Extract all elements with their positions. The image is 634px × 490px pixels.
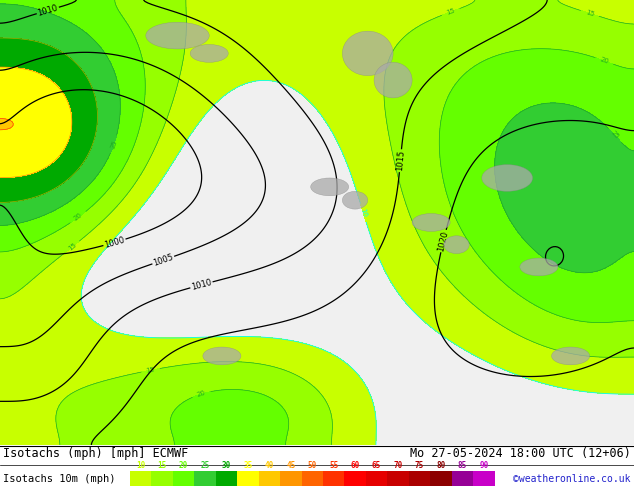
Text: 20: 20 bbox=[197, 390, 207, 398]
Text: 45: 45 bbox=[286, 461, 295, 470]
Text: 1005: 1005 bbox=[152, 252, 174, 268]
Ellipse shape bbox=[342, 191, 368, 209]
Text: 1015: 1015 bbox=[395, 150, 406, 172]
Text: 10: 10 bbox=[136, 461, 145, 470]
Bar bbox=[237, 470, 259, 486]
Text: 10: 10 bbox=[359, 208, 368, 218]
Bar bbox=[302, 470, 323, 486]
Bar bbox=[194, 470, 216, 486]
Bar bbox=[366, 470, 387, 486]
Bar bbox=[430, 470, 451, 486]
Text: 85: 85 bbox=[458, 461, 467, 470]
Text: 35: 35 bbox=[243, 461, 252, 470]
Text: Isotachs 10m (mph): Isotachs 10m (mph) bbox=[3, 474, 115, 484]
Bar bbox=[152, 470, 173, 486]
Bar bbox=[344, 470, 366, 486]
Text: Mo 27-05-2024 18:00 UTC (12+06): Mo 27-05-2024 18:00 UTC (12+06) bbox=[410, 446, 631, 460]
Text: 20: 20 bbox=[179, 461, 188, 470]
Text: 1020: 1020 bbox=[437, 230, 450, 252]
Text: 15: 15 bbox=[67, 242, 77, 252]
Ellipse shape bbox=[412, 214, 450, 231]
Text: 15: 15 bbox=[446, 7, 456, 16]
Text: 80: 80 bbox=[436, 461, 446, 470]
Text: 25: 25 bbox=[200, 461, 210, 470]
Text: 55: 55 bbox=[329, 461, 339, 470]
Text: 20: 20 bbox=[73, 212, 84, 222]
Bar bbox=[173, 470, 194, 486]
Text: 1000: 1000 bbox=[103, 235, 126, 250]
Ellipse shape bbox=[342, 31, 393, 75]
Text: 40: 40 bbox=[265, 461, 274, 470]
Bar bbox=[280, 470, 302, 486]
Bar bbox=[216, 470, 237, 486]
Text: 20: 20 bbox=[599, 56, 609, 65]
Ellipse shape bbox=[482, 165, 533, 191]
Text: 1010: 1010 bbox=[190, 278, 213, 292]
Bar bbox=[259, 470, 280, 486]
Text: 25: 25 bbox=[110, 139, 118, 149]
Text: 25: 25 bbox=[610, 130, 620, 141]
Ellipse shape bbox=[146, 22, 209, 49]
Bar bbox=[323, 470, 344, 486]
Text: ©weatheronline.co.uk: ©weatheronline.co.uk bbox=[513, 474, 630, 484]
Text: 75: 75 bbox=[415, 461, 424, 470]
Bar bbox=[473, 470, 495, 486]
Bar bbox=[387, 470, 409, 486]
Ellipse shape bbox=[190, 45, 228, 62]
Ellipse shape bbox=[203, 347, 241, 365]
Text: 60: 60 bbox=[351, 461, 359, 470]
Ellipse shape bbox=[374, 62, 412, 98]
Text: 1010: 1010 bbox=[36, 3, 59, 18]
Bar bbox=[451, 470, 473, 486]
Text: 50: 50 bbox=[307, 461, 317, 470]
Text: 70: 70 bbox=[393, 461, 403, 470]
Ellipse shape bbox=[552, 347, 590, 365]
Text: 15: 15 bbox=[146, 367, 155, 374]
Ellipse shape bbox=[311, 178, 349, 196]
Ellipse shape bbox=[520, 258, 558, 276]
Text: 15: 15 bbox=[585, 9, 595, 18]
Bar bbox=[409, 470, 430, 486]
Text: 15: 15 bbox=[157, 461, 167, 470]
Ellipse shape bbox=[444, 236, 469, 254]
Text: 90: 90 bbox=[479, 461, 488, 470]
Text: 65: 65 bbox=[372, 461, 381, 470]
Text: Isotachs (mph) [mph] ECMWF: Isotachs (mph) [mph] ECMWF bbox=[3, 446, 188, 460]
Text: 30: 30 bbox=[222, 461, 231, 470]
Bar bbox=[130, 470, 152, 486]
